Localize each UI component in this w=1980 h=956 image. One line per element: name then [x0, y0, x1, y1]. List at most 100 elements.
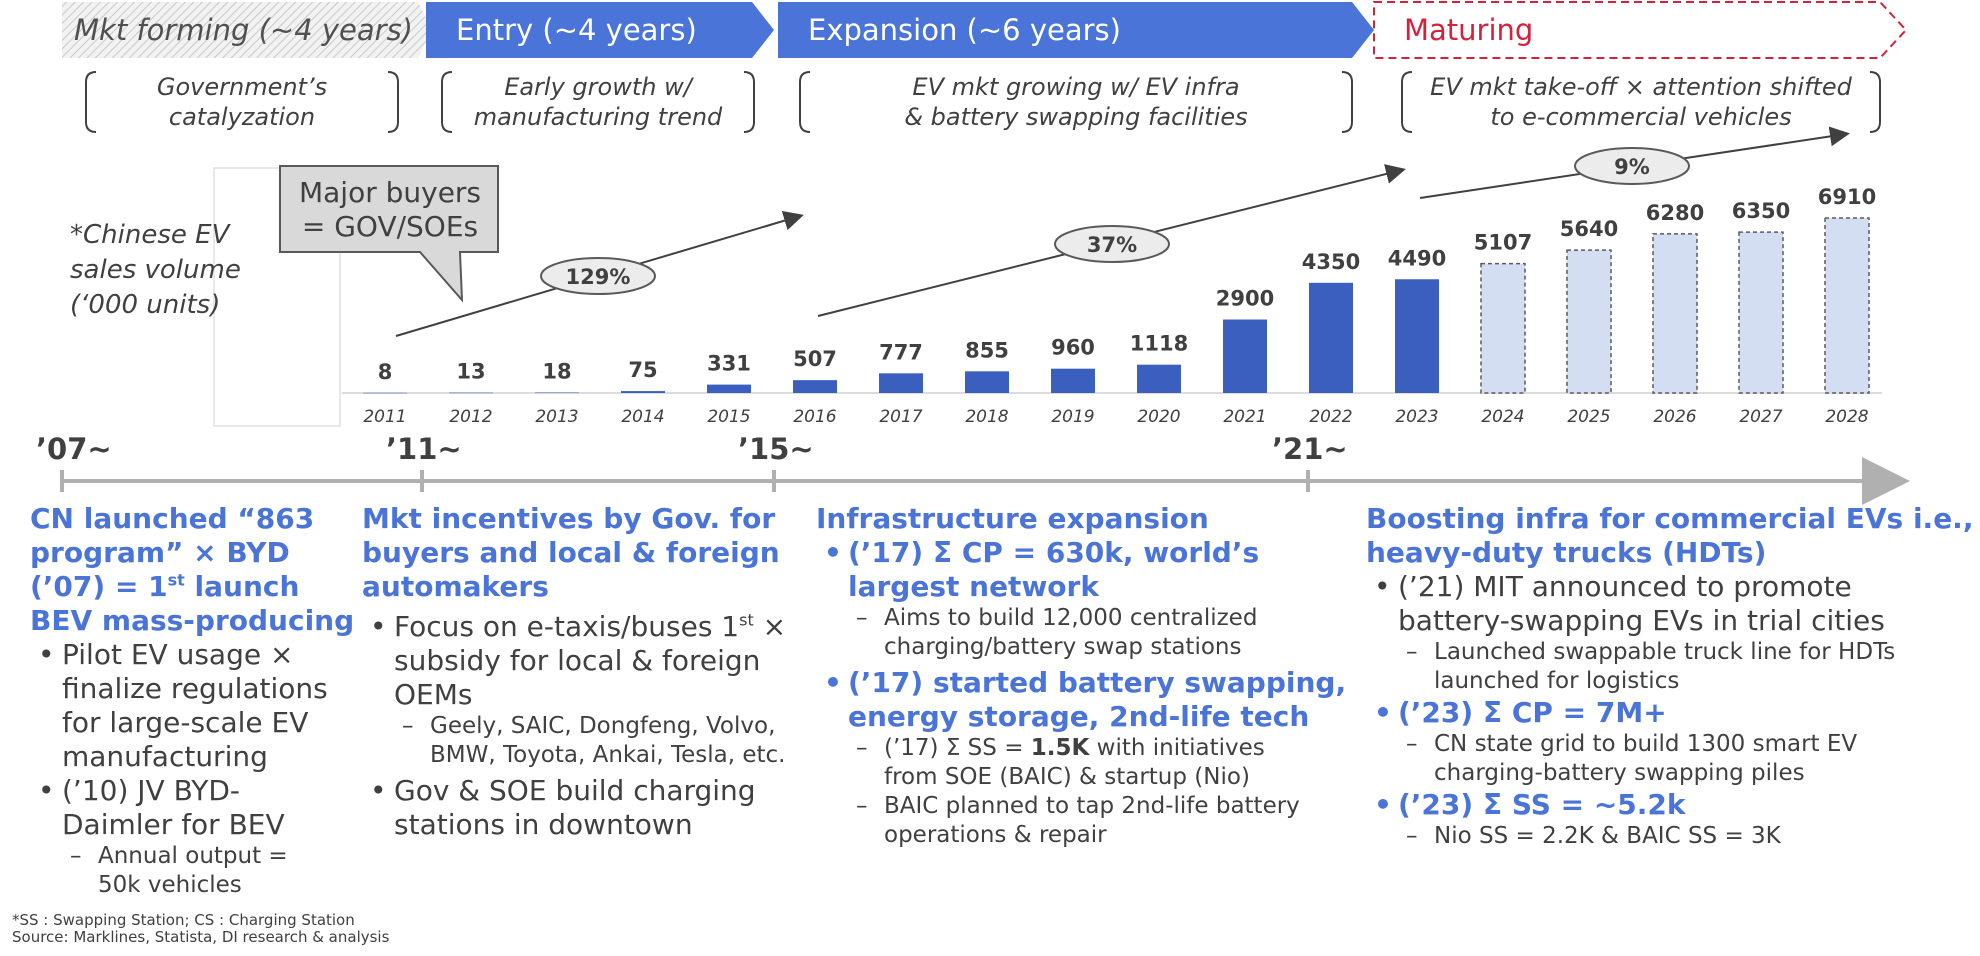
value-label-2016: 507	[793, 347, 837, 371]
value-label-2014: 75	[628, 358, 657, 382]
sub-list-item: (’17) Σ SS = 1.5K with initiatives from …	[816, 734, 1376, 792]
bar-2018	[965, 371, 1009, 393]
list-item: (’21) MIT announced to promote battery-s…	[1366, 570, 1976, 638]
list-item: (’23) Σ SS = ~5.2k	[1366, 788, 1976, 822]
value-label-2026: 6280	[1646, 201, 1704, 225]
column-header: Infrastructure expansion	[816, 502, 1209, 535]
milestone-07: ’07~	[36, 432, 112, 466]
growth-oval-3	[1574, 147, 1690, 185]
bar-2021	[1223, 319, 1267, 393]
bar-2017	[879, 373, 923, 393]
sub-list-item: Nio SS = 2.2K & BAIC SS = 3K	[1366, 822, 1976, 851]
tick-label-2019: 2019	[1051, 407, 1094, 427]
bar-2015	[707, 384, 751, 393]
value-label-2020: 1118	[1130, 332, 1188, 356]
phase-brackets	[85, 71, 1881, 133]
growth-label-2: 37%	[1087, 233, 1137, 257]
list-item: (’17) Σ CP = 630k, world’s largest netwo…	[816, 536, 1376, 604]
phase-label-mkt-forming: Mkt forming (~4 years)	[74, 13, 413, 47]
value-label-2015: 331	[707, 352, 751, 376]
bar-2013	[535, 392, 579, 394]
value-label-2028: 6910	[1818, 185, 1876, 209]
phase-note-maturing: EV mkt take-off × attention shifted to e-…	[1430, 73, 1852, 131]
list-item: (’17) started battery swapping, energy s…	[816, 666, 1376, 734]
tick-label-2022: 2022	[1309, 407, 1352, 427]
sales-volume-label: *Chinese EV sales volume (‘000 units)	[70, 220, 241, 320]
tick-label-2027: 2027	[1739, 407, 1782, 427]
tick-label-2016: 2016	[793, 407, 836, 427]
growth-oval-2	[1054, 225, 1170, 263]
column-2007: CN launched “863 program” × BYD (’07) = …	[30, 502, 360, 900]
list-item: Focus on e-taxis/buses 1st × subsidy for…	[362, 610, 792, 712]
phase-label-maturing: Maturing	[1404, 13, 1534, 47]
column-2015: Infrastructure expansion (’17) Σ CP = 63…	[816, 502, 1376, 850]
sub-list-item: CN state grid to build 1300 smart EV cha…	[1366, 730, 1976, 788]
timeline-ticks	[60, 470, 1310, 492]
list-item: (’10) JV BYD-Daimler for BEV	[30, 774, 360, 842]
value-label-2023: 4490	[1388, 246, 1446, 270]
growth-oval-1	[540, 257, 656, 295]
bar-2023	[1395, 279, 1439, 393]
bar-2026	[1652, 233, 1698, 394]
tick-label-2017: 2017	[879, 407, 922, 427]
bar-2012	[449, 392, 493, 394]
growth-label-1: 129%	[566, 265, 631, 289]
phase-label-entry: Entry (~4 years)	[456, 13, 697, 47]
tick-label-2026: 2026	[1653, 407, 1696, 427]
tick-label-2015: 2015	[707, 407, 750, 427]
phase-note-expansion: EV mkt growing w/ EV infra & battery swap…	[904, 73, 1248, 131]
value-label-2021: 2900	[1216, 287, 1274, 311]
phase-note-mkt-forming: Government’s catalyzation	[156, 73, 328, 131]
bar-2014	[621, 391, 665, 393]
column-header: CN launched “863	[30, 502, 315, 535]
bar-2020	[1137, 364, 1181, 393]
bar-2022	[1309, 282, 1353, 393]
sub-list-item: Annual output = 50k vehicles	[30, 842, 360, 900]
value-label-2022: 4350	[1302, 250, 1360, 274]
tick-label-2014: 2014	[621, 407, 664, 427]
tick-label-2011: 2011	[363, 407, 406, 427]
tick-label-2024: 2024	[1481, 407, 1524, 427]
callout-text: Major buyers = GOV/SOEs	[298, 176, 482, 243]
tick-label-2020: 2020	[1137, 407, 1180, 427]
bar-2019	[1051, 368, 1095, 393]
value-label-2011: 8	[378, 360, 393, 384]
callout-bubble	[279, 165, 499, 303]
sub-list-item: Geely, SAIC, Dongfeng, Volvo, BMW, Toyot…	[362, 712, 792, 770]
bar-2011	[363, 392, 407, 394]
milestone-21: ’21~	[1272, 432, 1348, 466]
value-label-2018: 855	[965, 338, 1009, 362]
tick-label-2012: 2012	[449, 407, 492, 427]
bar-2027	[1738, 231, 1784, 394]
tick-label-2013: 2013	[535, 407, 578, 427]
sub-list-item: Launched swappable truck line for HDTs l…	[1366, 638, 1976, 696]
column-header: Mkt incentives by Gov. for	[362, 502, 776, 535]
tick-label-2021: 2021	[1223, 407, 1266, 427]
bar-2028	[1824, 217, 1870, 394]
tick-label-2023: 2023	[1395, 407, 1438, 427]
list-item: Pilot EV usage × finalize regulations fo…	[30, 638, 360, 774]
phase-shape-expansion	[778, 2, 1374, 58]
bar-2016	[793, 380, 837, 393]
footnote: *SS : Swapping Station; CS : Charging St…	[12, 911, 355, 929]
list-item: (’23) Σ CP = 7M+	[1366, 696, 1976, 730]
tick-label-2028: 2028	[1825, 407, 1868, 427]
phase-note-entry: Early growth w/manufacturing trend	[473, 73, 723, 131]
value-label-2012: 13	[456, 360, 485, 384]
phase-shape-mkt-forming	[62, 2, 432, 58]
tick-label-2025: 2025	[1567, 407, 1610, 427]
value-label-2013: 18	[542, 360, 571, 384]
column-header: Boosting infra for commercial EVs i.e.,	[1366, 502, 1974, 535]
phase-shape-entry	[426, 2, 774, 58]
column-2011: Mkt incentives by Gov. for buyers and lo…	[362, 502, 792, 842]
sub-list-item: BAIC planned to tap 2nd-life battery ope…	[816, 792, 1376, 850]
value-label-2019: 960	[1051, 336, 1095, 360]
value-label-2027: 6350	[1732, 199, 1790, 223]
phase-shape-maturing	[1373, 1, 1908, 59]
bar-2024	[1480, 262, 1526, 394]
column-2021: Boosting infra for commercial EVs i.e., …	[1366, 502, 1976, 851]
phase-label-expansion: Expansion (~6 years)	[808, 13, 1121, 47]
sub-list-item: Aims to build 12,000 centralized chargin…	[816, 604, 1376, 662]
value-label-2025: 5640	[1560, 217, 1618, 241]
